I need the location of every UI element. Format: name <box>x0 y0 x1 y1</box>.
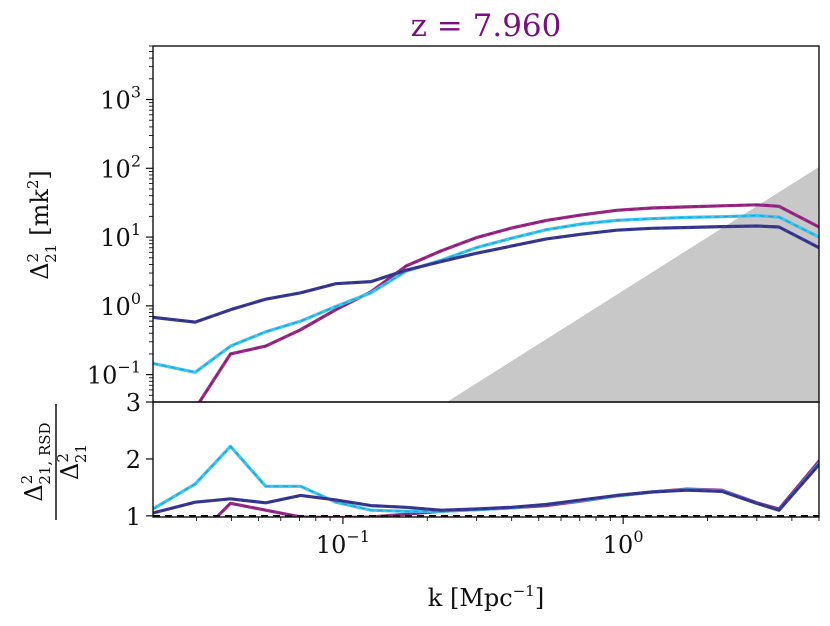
ylabel-sub: 21 <box>42 244 60 263</box>
bottom-panel: 1 2 3 10−1 100 <box>126 389 820 559</box>
top-y-axis-label: Δ221[mk2] <box>24 170 60 280</box>
top-panel: 10−1 100 101 102 103 <box>87 45 820 403</box>
ratio-num-sup: 2 <box>18 475 36 485</box>
bottom-y-tick-label: 3 <box>126 389 141 417</box>
bottom-y-tick-label: 2 <box>126 446 141 474</box>
ylabel-symbol: Δ <box>26 262 54 279</box>
ratio-num-sub: 21, RSD <box>36 422 54 484</box>
top-y-tick-label: 10−1 <box>87 358 141 390</box>
ratio-den-sub: 21 <box>72 444 90 463</box>
bottom-series-magenta-dash <box>215 460 819 517</box>
ratio-den-sup: 2 <box>54 453 72 463</box>
top-y-tick-label: 100 <box>100 289 141 321</box>
xlabel-sup: −1 <box>513 582 535 600</box>
x-tick-label: 100 <box>603 527 644 559</box>
top-series-cyan-dash <box>153 214 819 373</box>
top-y-tick-label: 101 <box>100 220 141 252</box>
x-axis-label: k [Mpc−1] <box>428 582 544 612</box>
bottom-y-tick-label: 1 <box>126 503 141 531</box>
noise-shaded-region <box>446 166 819 402</box>
ylabel-unit-close: ] <box>26 170 54 179</box>
ratio-num-symbol: Δ <box>20 484 48 501</box>
chart-title: z = 7.960 <box>411 8 562 44</box>
ratio-den-symbol: Δ <box>56 463 84 480</box>
top-y-tick-label: 102 <box>100 151 141 183</box>
xlabel-text: k [Mpc <box>428 584 513 612</box>
x-tick-label: 10−1 <box>316 527 370 559</box>
svg-text:Δ221: Δ221 <box>54 444 90 480</box>
bottom-series-navy-dash <box>153 464 819 514</box>
top-series-magenta-dash <box>198 204 819 402</box>
bottom-series-magenta <box>214 459 819 517</box>
xlabel-close: ] <box>535 584 544 612</box>
top-series-navy <box>153 224 819 324</box>
ylabel-unit-sup: 2 <box>24 180 42 190</box>
svg-text:Δ221[mk2]: Δ221[mk2] <box>24 170 60 280</box>
top-y-tick-label: 103 <box>100 83 141 115</box>
ylabel-sup: 2 <box>24 253 42 263</box>
svg-text:Δ221, RSD: Δ221, RSD <box>18 422 54 501</box>
ylabel-unit: [mk <box>26 189 54 236</box>
bottom-y-axis-label: Δ221, RSD Δ221 <box>18 404 90 520</box>
